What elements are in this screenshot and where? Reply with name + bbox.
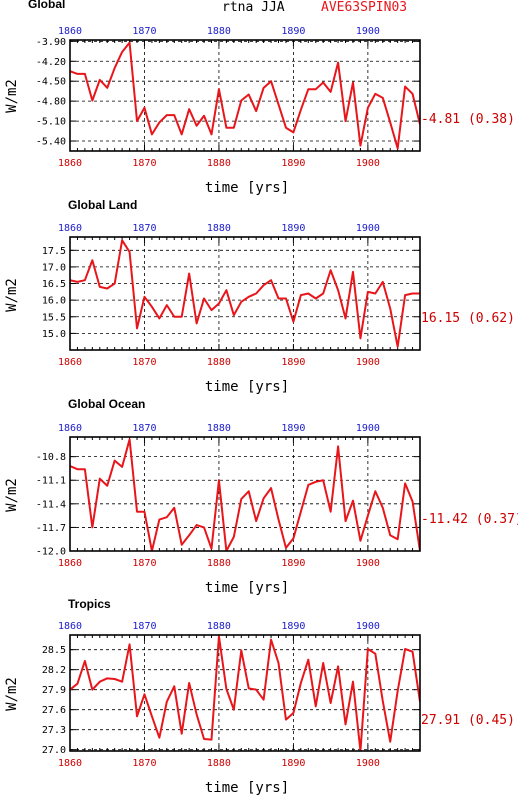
x-tick-label: 1900 <box>356 558 380 569</box>
series-line <box>70 635 420 751</box>
y-tick-label: -4.80 <box>36 97 66 108</box>
y-tick-label: -5.10 <box>36 117 66 128</box>
header-right: AVE63SPIN03 <box>321 0 407 15</box>
x-tick-label-top: 1870 <box>132 621 156 632</box>
y-axis-label: W/m2 <box>4 278 20 312</box>
x-tick-label: 1880 <box>207 357 231 368</box>
x-tick-label: 1860 <box>58 357 82 368</box>
x-tick-label: 1890 <box>281 158 305 169</box>
x-tick-label: 1890 <box>281 558 305 569</box>
x-tick-label: 1860 <box>58 758 82 769</box>
y-tick-label: -11.4 <box>36 499 66 510</box>
y-tick-label: -11.1 <box>36 476 66 487</box>
y-tick-label: 27.9 <box>42 685 66 696</box>
x-tick-label: 1880 <box>207 158 231 169</box>
x-tick-label: 1900 <box>356 158 380 169</box>
x-axis-label: time [yrs] <box>205 379 289 395</box>
x-tick-label: 1870 <box>132 558 156 569</box>
panel-title: Global <box>28 0 65 11</box>
header-center: rtna JJA <box>222 0 285 15</box>
y-axis-label: W/m2 <box>4 677 20 711</box>
y-tick-label: 28.2 <box>42 665 66 676</box>
panel-global: Global 186018601870187018801880189018901… <box>4 0 515 196</box>
plot-area: 1860 1860 1870 1870 1880 1880 1890 1890 1900 1900… <box>36 26 421 169</box>
panel-title: Tropics <box>68 597 111 611</box>
y-tick-label: -11.7 <box>36 523 66 534</box>
plot-frame <box>69 236 421 351</box>
panel-title: Global Land <box>68 198 137 212</box>
series-line <box>70 239 420 348</box>
x-tick-label: 1880 <box>207 758 231 769</box>
y-tick-label: 17.5 <box>42 246 66 257</box>
y-tick-label: 15.0 <box>42 329 66 340</box>
panel-global-ocean: Global Ocean 1860 1860 1870 1870 1880 1880 189… <box>4 397 518 596</box>
x-tick-label-top: 1870 <box>132 223 156 234</box>
x-tick-label: 1870 <box>132 158 156 169</box>
y-tick-label: 27.0 <box>42 745 66 756</box>
panel-global-land: Global Land 1860 1860 1870 1870 1880 1880 1890… <box>4 198 515 395</box>
y-axis-label: W/m2 <box>4 478 20 512</box>
mean-label: 27.91 (0.45) <box>421 713 515 728</box>
x-axis-label: time [yrs] <box>205 580 289 596</box>
y-tick-label: 16.5 <box>42 279 66 290</box>
x-tick-label-top: 1890 <box>281 423 305 434</box>
x-tick-label-top: 1900 <box>356 621 380 632</box>
y-tick-label: 17.0 <box>42 262 66 273</box>
x-tick-label-top: 1860 <box>58 223 82 234</box>
x-tick-label: 1890 <box>281 758 305 769</box>
y-tick-label: -3.90 <box>36 37 66 48</box>
x-tick-label-top: 1860 <box>58 621 82 632</box>
mean-label: 16.15 (0.62) <box>421 311 515 326</box>
x-tick-label: 1900 <box>356 357 380 368</box>
y-tick-label: 28.5 <box>42 645 66 656</box>
x-tick-label-top: 1860 <box>58 26 82 37</box>
y-tick-label: -4.50 <box>36 77 66 88</box>
x-tick-label-top: 1870 <box>132 423 156 434</box>
plot-frame <box>69 436 421 552</box>
x-tick-label-top: 1900 <box>356 423 380 434</box>
plot-frame <box>69 39 421 152</box>
y-tick-label: 27.6 <box>42 705 66 716</box>
x-axis-label: time [yrs] <box>205 180 289 196</box>
x-tick-label: 1870 <box>132 357 156 368</box>
y-tick-label: -12.0 <box>36 547 66 558</box>
panel-title: Global Ocean <box>68 397 145 411</box>
x-tick-label: 1870 <box>132 758 156 769</box>
x-tick-label-top: 1860 <box>58 423 82 434</box>
x-tick-label: 1860 <box>58 558 82 569</box>
x-tick-label: 1890 <box>281 357 305 368</box>
series-line <box>70 438 420 551</box>
x-tick-label: 1900 <box>356 758 380 769</box>
y-tick-label: 15.5 <box>42 312 66 323</box>
panel-tropics: Tropics 1860 1860 1870 1870 1880 1880 1890 1890… <box>4 597 515 796</box>
series-line <box>70 41 420 150</box>
plot-area: 1860 1860 1870 1870 1880 1880 1890 1890 1900 1900… <box>36 423 421 569</box>
plot-area: 1860 1860 1870 1870 1880 1880 1890 1890 1900 1900… <box>42 621 421 769</box>
x-tick-label-top: 1900 <box>356 26 380 37</box>
mean-label: -11.42 (0.37) <box>421 512 518 527</box>
x-tick-label-top: 1880 <box>207 423 231 434</box>
mean-label: -4.81 (0.38) <box>421 112 515 127</box>
y-tick-label: 27.3 <box>42 725 66 736</box>
y-axis-label: W/m2 <box>4 79 20 113</box>
x-tick-label-top: 1870 <box>132 26 156 37</box>
plot-area: 1860 1860 1870 1870 1880 1880 1890 1890 1900 1900… <box>42 223 421 368</box>
x-tick-label: 1860 <box>58 158 82 169</box>
x-tick-label-top: 1880 <box>207 621 231 632</box>
x-tick-label-top: 1880 <box>207 223 231 234</box>
x-tick-label-top: 1890 <box>281 621 305 632</box>
x-axis-label: time [yrs] <box>205 780 289 796</box>
x-tick-label-top: 1880 <box>207 26 231 37</box>
x-tick-label-top: 1890 <box>281 26 305 37</box>
x-tick-label-top: 1890 <box>281 223 305 234</box>
y-tick-label: -5.40 <box>36 137 66 148</box>
plot-frame <box>69 634 421 752</box>
x-tick-label: 1880 <box>207 558 231 569</box>
y-tick-label: 16.0 <box>42 296 66 307</box>
y-tick-label: -4.20 <box>36 57 66 68</box>
x-tick-label-top: 1900 <box>356 223 380 234</box>
y-tick-label: -10.8 <box>36 452 66 463</box>
